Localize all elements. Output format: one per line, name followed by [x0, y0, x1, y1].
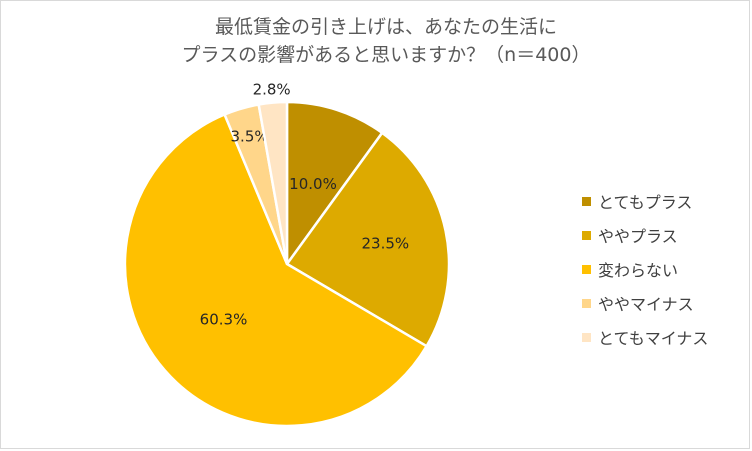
legend-swatch-2 — [582, 264, 591, 274]
pie-slice-4 — [257, 100, 289, 265]
legend-item-3: ややマイナス — [582, 286, 708, 320]
legend-label-3: ややマイナス — [598, 295, 694, 314]
legend-label-0: とてもプラス — [598, 193, 693, 212]
legend-item-2: 変わらない — [582, 252, 708, 286]
data-label-2: 60.3% — [200, 310, 248, 328]
legend-swatch-1 — [582, 230, 591, 240]
legend-item-4: とてもマイナス — [582, 320, 708, 354]
data-label-0: 10.0% — [289, 175, 337, 193]
legend-label-2: 変わらない — [598, 261, 679, 280]
chart-title-line-1: 最低賃金の引き上げは、あなたの生活に — [214, 16, 557, 38]
chart-title-line-2: プラスの影響があると思いますか？（n＝400） — [181, 44, 591, 66]
chart-title: 最低賃金の引き上げは、あなたの生活に プラスの影響があると思いますか？（n＝40… — [61, 13, 711, 69]
legend-swatch-0 — [582, 196, 591, 206]
data-label-3: 3.5% — [231, 128, 269, 146]
data-label-1: 23.5% — [361, 234, 409, 252]
legend-swatch-3 — [582, 298, 591, 308]
legend-item-1: ややプラス — [582, 218, 708, 252]
data-label-4: 2.8% — [253, 81, 291, 99]
pie-slice-1 — [285, 131, 451, 348]
legend-swatch-4 — [582, 332, 591, 342]
pie-slice-2 — [123, 112, 429, 428]
legend-label-1: ややプラス — [598, 227, 678, 246]
legend-label-4: とてもマイナス — [598, 329, 709, 348]
chart-legend: とてもプラス ややプラス変わらないややマイナス とてもマイナス — [582, 184, 708, 354]
legend-item-0: とてもプラス — [582, 184, 708, 218]
pie-slice-0 — [285, 100, 384, 268]
